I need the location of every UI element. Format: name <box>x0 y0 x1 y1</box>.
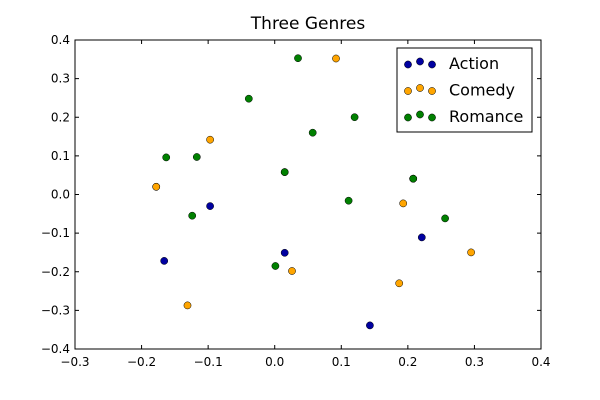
x-tick-label: −0.1 <box>194 355 223 369</box>
data-point-romance <box>271 262 280 270</box>
y-tick-label: −0.3 <box>41 303 70 317</box>
data-point-action <box>206 202 214 210</box>
data-point-romance <box>294 54 302 63</box>
y-tick-label: 0.4 <box>51 33 70 47</box>
data-point-romance <box>308 128 317 137</box>
legend-marker-action <box>416 57 424 66</box>
y-tick-label: 0.3 <box>51 72 70 86</box>
y-tick-label: −0.1 <box>41 226 70 240</box>
data-point-romance <box>441 214 449 223</box>
data-point-romance <box>188 211 197 220</box>
x-tick-label: −0.2 <box>127 355 156 369</box>
y-tick-label: −0.2 <box>41 265 70 279</box>
legend-marker-action <box>428 60 436 69</box>
data-point-comedy <box>395 279 404 288</box>
x-tick-label: 0.0 <box>265 355 284 369</box>
x-tick-label: 0.1 <box>332 355 351 369</box>
legend-marker-romance <box>416 110 424 119</box>
data-point-action <box>366 321 374 330</box>
x-tick-label: 0.2 <box>398 355 417 369</box>
legend-marker-comedy <box>404 87 412 95</box>
data-point-comedy <box>206 135 214 144</box>
x-tick-label: −0.3 <box>60 355 89 369</box>
data-point-comedy <box>467 248 475 257</box>
legend-marker-comedy <box>428 87 436 95</box>
legend-marker-romance <box>404 113 412 122</box>
legend-label-comedy: Comedy <box>449 81 515 100</box>
legend-marker-romance <box>428 113 436 122</box>
data-point-romance <box>162 153 171 162</box>
data-point-romance <box>344 196 353 205</box>
y-tick-label: −0.4 <box>41 342 70 356</box>
data-point-action <box>160 257 169 265</box>
data-point-action <box>280 248 289 257</box>
data-point-romance <box>244 94 253 103</box>
data-point-comedy <box>152 182 161 191</box>
data-point-comedy <box>399 199 408 208</box>
legend-marker-comedy <box>416 84 424 92</box>
data-point-action <box>417 233 426 242</box>
y-tick-label: 0.2 <box>51 110 70 124</box>
y-tick-label: 0.0 <box>51 188 70 202</box>
data-point-romance <box>280 168 289 176</box>
data-point-comedy <box>288 267 296 275</box>
chart-title: Three Genres <box>250 14 366 34</box>
legend-label-romance: Romance <box>449 107 523 126</box>
x-tick-label: 0.3 <box>465 355 484 369</box>
data-point-romance <box>409 174 418 183</box>
legend-marker-action <box>404 60 412 69</box>
data-point-comedy <box>183 301 192 310</box>
data-point-romance <box>350 113 359 122</box>
x-tick-label: 0.4 <box>531 355 550 369</box>
data-point-romance <box>192 153 201 161</box>
y-tick-label: 0.1 <box>51 149 70 163</box>
data-point-comedy <box>332 54 340 63</box>
legend-label-action: Action <box>449 54 499 73</box>
